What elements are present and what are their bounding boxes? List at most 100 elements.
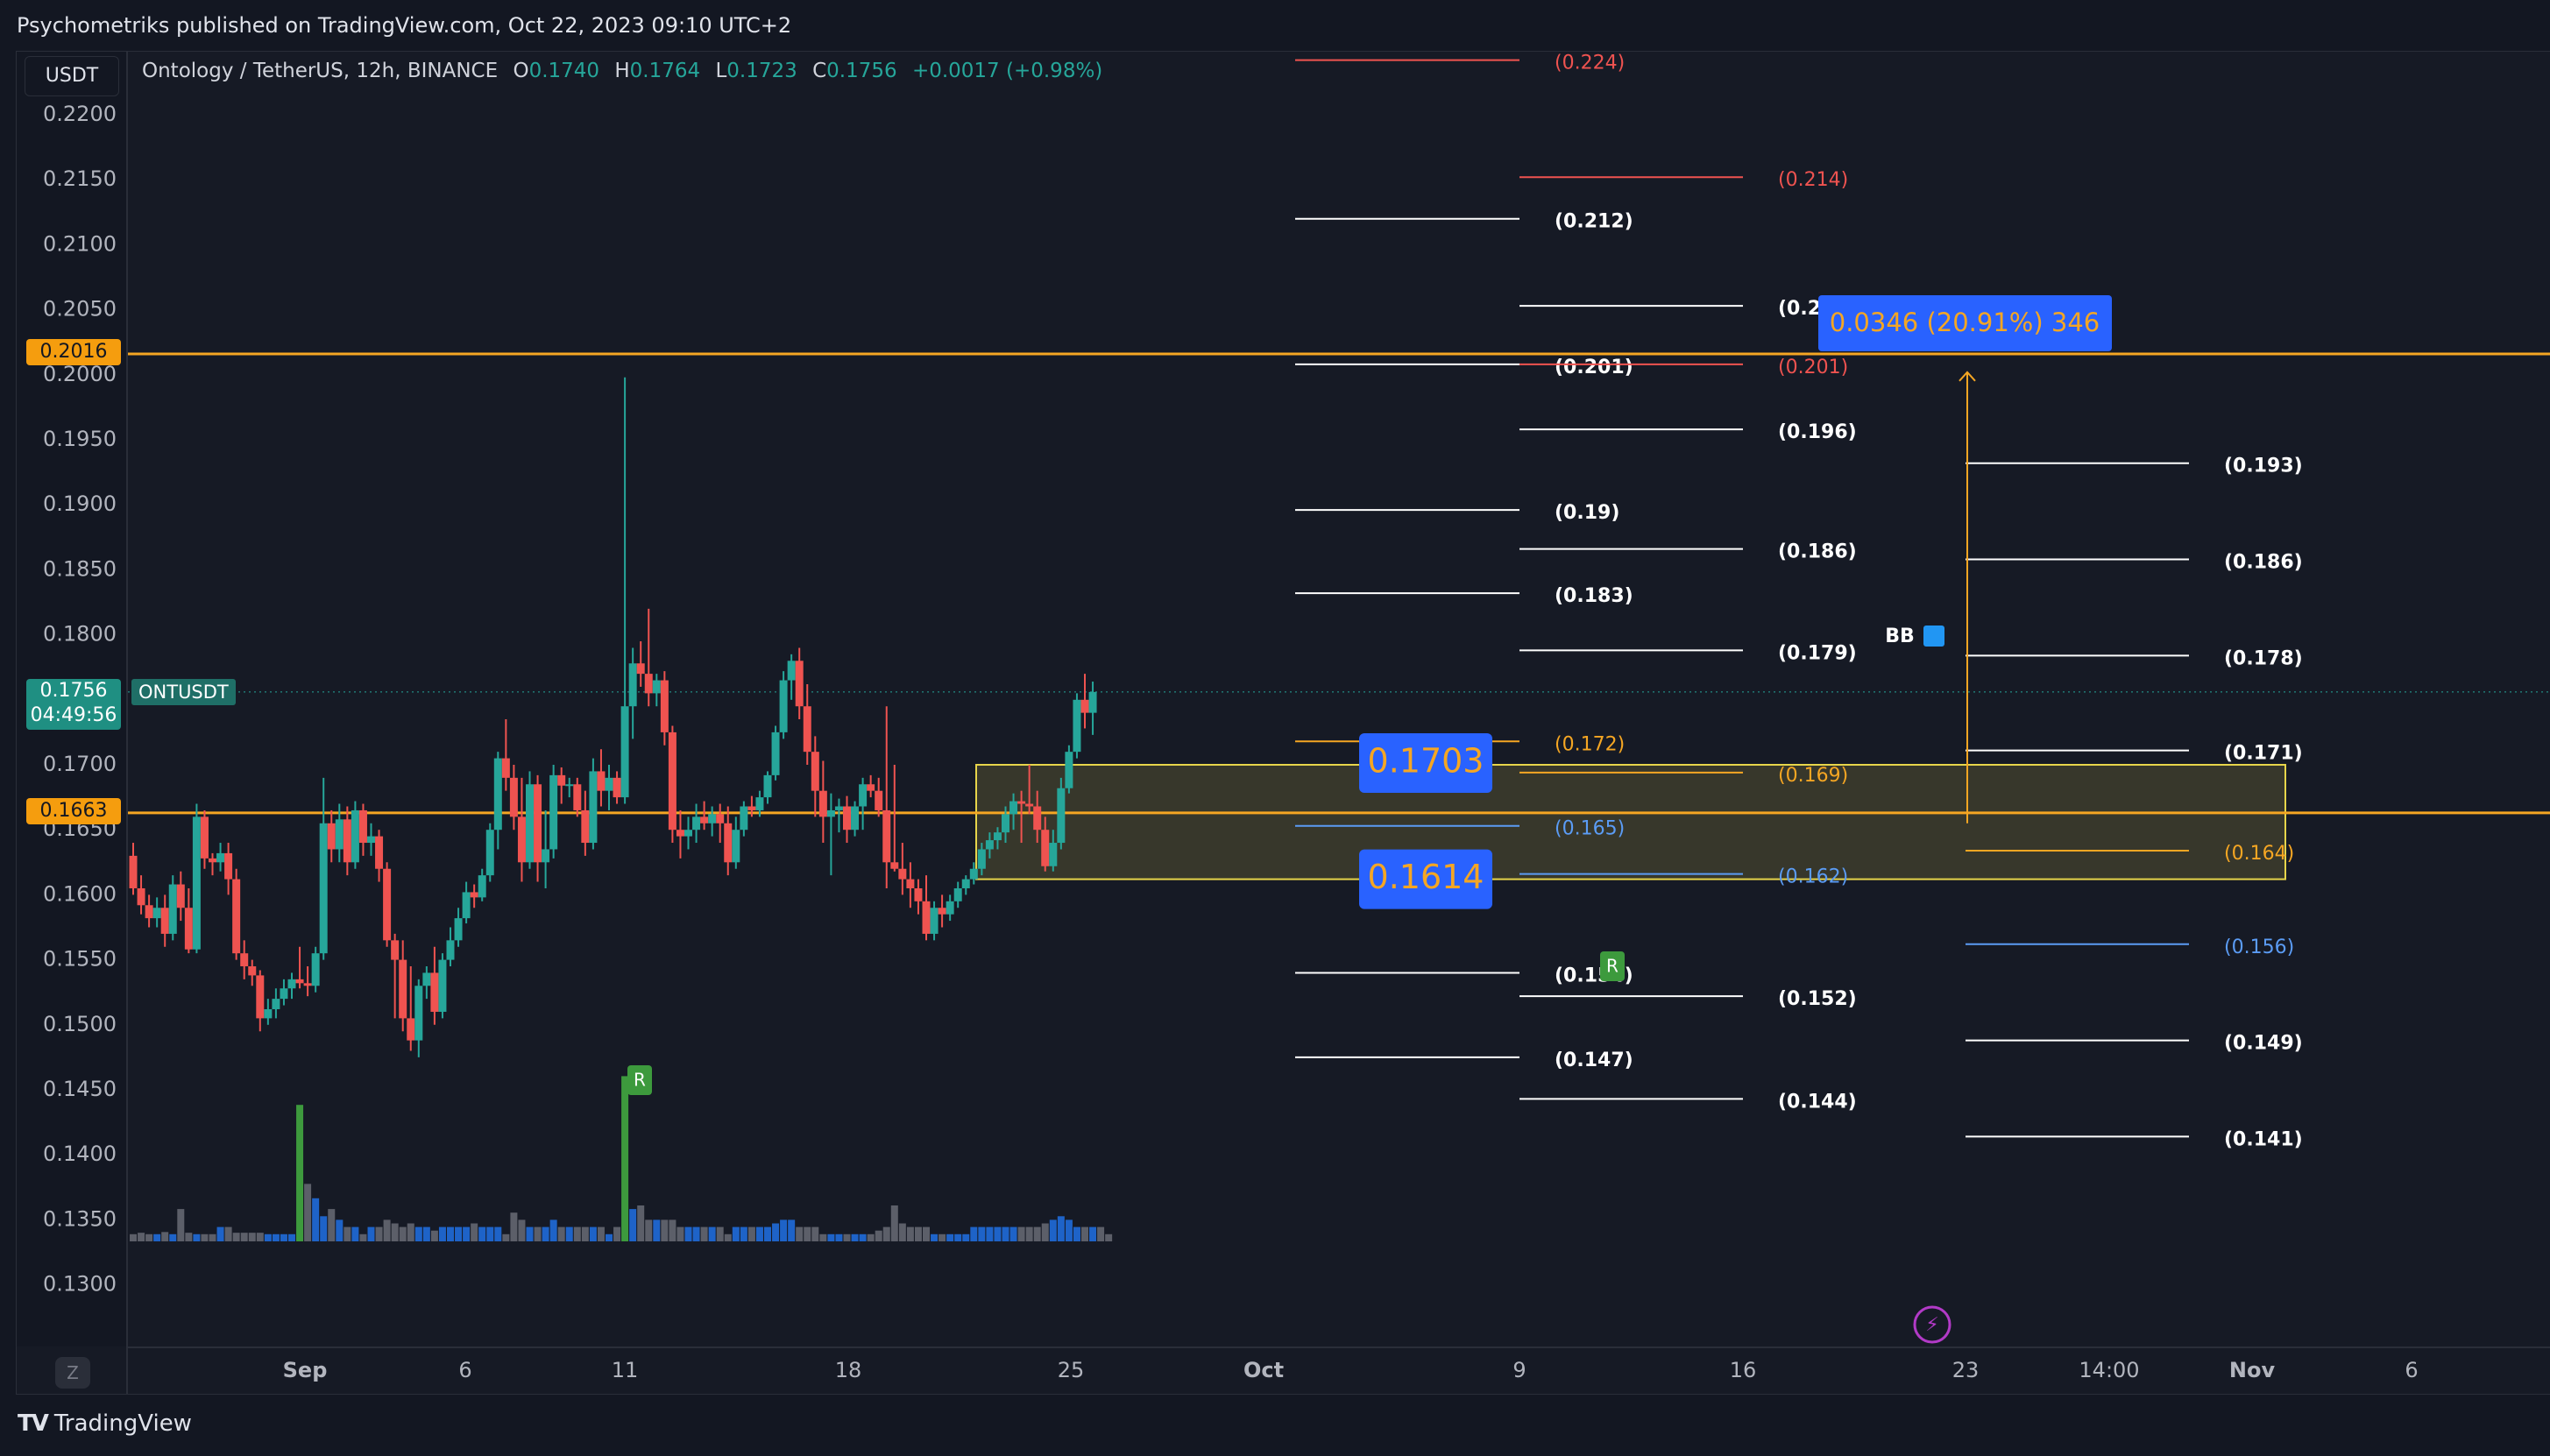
volume-bar: [304, 1184, 312, 1241]
candle-body: [438, 959, 447, 1012]
price-tick-label: 0.1800: [43, 622, 117, 647]
candle-body: [200, 816, 209, 859]
candle-body: [787, 661, 796, 681]
volume-bar: [201, 1233, 209, 1241]
candle-body: [636, 663, 645, 675]
volume-bar: [692, 1226, 700, 1241]
fib-level-label: (0.186): [1778, 541, 1857, 563]
volume-bar: [811, 1226, 819, 1241]
volume-bar: [240, 1233, 248, 1241]
time-tick-label: 23: [1952, 1358, 1980, 1382]
volume-bar: [581, 1226, 589, 1241]
brand-name: TradingView: [53, 1410, 192, 1437]
candle-body: [272, 999, 280, 1009]
resistance-price-tag: 0.2016: [26, 339, 121, 365]
fib-level-label: (0.201): [1555, 357, 1633, 378]
volume-bar: [747, 1226, 755, 1241]
candle-body: [358, 809, 367, 844]
price-tick-label: 0.2200: [43, 102, 117, 126]
candle-body: [1080, 699, 1089, 713]
symbol-title[interactable]: Ontology / TetherUS, 12h, BINANCE: [142, 60, 499, 82]
volume-bar: [1073, 1226, 1080, 1241]
candle-body: [755, 797, 764, 810]
volume-bar: [1041, 1223, 1049, 1241]
volume-bar: [637, 1205, 645, 1241]
candle-body: [763, 774, 772, 798]
price-tick-label: 0.2050: [43, 297, 117, 322]
close-label: C: [812, 60, 827, 82]
fib-level-label: (0.164): [2224, 843, 2294, 865]
candle-body: [724, 823, 733, 863]
chart-legend: Ontology / TetherUS, 12h, BINANCE O0.174…: [142, 60, 1102, 82]
candle-body: [1017, 801, 1026, 804]
volume-bar: [224, 1226, 232, 1241]
volume-bar: [565, 1226, 573, 1241]
chart-frame: [16, 51, 2550, 1395]
candle-body: [295, 979, 304, 984]
measure-arrowhead: [1959, 371, 1976, 382]
volume-bar: [438, 1226, 446, 1241]
axis-divider: [126, 52, 128, 1394]
fib-level-label: (0.201): [1778, 357, 1848, 378]
volume-bar: [542, 1226, 549, 1241]
fib-level-label: (0.162): [1778, 866, 1848, 888]
volume-bar: [1009, 1226, 1017, 1241]
volume-bar: [978, 1226, 986, 1241]
zoom-button[interactable]: Z: [55, 1357, 90, 1389]
volume-bar: [621, 1076, 629, 1241]
volume-bar: [843, 1233, 851, 1241]
high-label: H: [614, 60, 630, 82]
volume-bar: [661, 1219, 669, 1241]
volume-bar: [130, 1233, 137, 1241]
volume-bar: [526, 1226, 534, 1241]
candle-body: [779, 680, 788, 732]
volume-bar: [986, 1226, 994, 1241]
time-tick-label: 18: [835, 1358, 862, 1382]
candle-body: [224, 852, 233, 880]
volume-bar: [796, 1226, 804, 1241]
candle-body: [517, 816, 526, 863]
volume-bar: [954, 1233, 962, 1241]
volume-bar: [1017, 1226, 1025, 1241]
volume-bar: [510, 1212, 518, 1241]
tradingview-logo[interactable]: TV TradingView: [18, 1410, 192, 1437]
time-tick-label: Sep: [283, 1358, 328, 1382]
volume-bar: [414, 1226, 422, 1241]
candle-body: [509, 777, 518, 817]
candle-body: [232, 879, 241, 954]
change-value: +0.0017 (+0.98%): [911, 60, 1103, 82]
time-tick-label: 16: [1730, 1358, 1757, 1382]
volume-bar: [740, 1226, 747, 1241]
volume-bar: [209, 1233, 216, 1241]
volume-bar: [835, 1233, 843, 1241]
candle-body: [652, 680, 661, 694]
price-tick-label: 0.1950: [43, 427, 117, 451]
currency-selector[interactable]: USDT: [25, 56, 119, 96]
volume-bar: [344, 1226, 351, 1241]
candle-body: [851, 806, 860, 830]
candle-body: [1057, 788, 1066, 844]
lightning-icon: [1913, 1305, 1951, 1344]
zone-price-box: [1359, 733, 1492, 793]
volume-bar: [383, 1219, 391, 1241]
open-label: O: [513, 60, 529, 82]
price-tick-label: 0.1450: [43, 1077, 117, 1101]
volume-bar: [716, 1226, 724, 1241]
candle-body: [605, 777, 613, 791]
measure-label-box: [1818, 295, 2112, 351]
time-tick-label: Oct: [1243, 1358, 1284, 1382]
candle-body: [826, 809, 835, 817]
price-tick-label: 0.1500: [43, 1012, 117, 1036]
volume-bar: [549, 1219, 557, 1241]
candle-body: [938, 908, 946, 915]
volume-bar: [606, 1233, 613, 1241]
fib-level-label: (0.193): [2224, 456, 2303, 477]
candle-body: [597, 771, 606, 791]
volume-bar: [359, 1233, 367, 1241]
candle-body: [319, 823, 328, 954]
candle-body: [914, 887, 923, 901]
candle-body: [501, 758, 510, 778]
volume-bar: [177, 1209, 185, 1241]
fib-level-label: (0.196): [1778, 421, 1857, 443]
